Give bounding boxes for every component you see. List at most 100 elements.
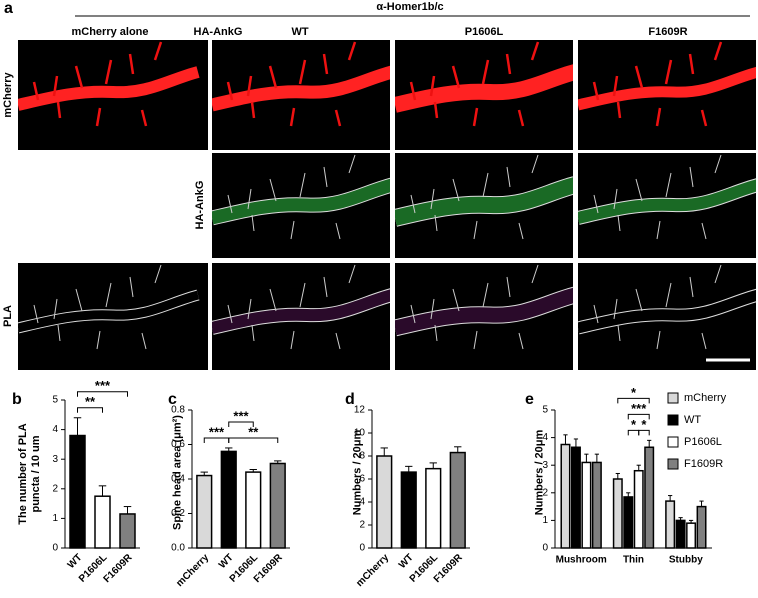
- bar: [581, 461, 592, 549]
- significance-bracket: [627, 413, 650, 420]
- y-tick-label: 0.4: [171, 474, 185, 485]
- bar: [612, 478, 623, 549]
- micrograph: [212, 40, 390, 150]
- significance-label: ***: [209, 424, 225, 439]
- y-tick-label: 4: [542, 432, 548, 443]
- legend-swatch: [667, 458, 679, 470]
- significance-label: ***: [95, 378, 111, 393]
- micrograph: [395, 153, 573, 258]
- row-label: mCherry: [2, 72, 14, 118]
- micrograph: [18, 263, 208, 370]
- bar: [623, 496, 634, 549]
- bar: [665, 500, 676, 549]
- panel-label: d: [345, 391, 355, 408]
- x-tick-label: WT: [66, 552, 85, 571]
- significance-label: **: [85, 394, 96, 409]
- y-axis-label: Numbers / 20μm: [533, 429, 546, 516]
- y-tick-label: 4: [359, 497, 365, 508]
- bar: [686, 522, 697, 549]
- panel-label: b: [12, 391, 22, 408]
- significance-bracket: [638, 429, 650, 436]
- y-tick-label: 0.2: [171, 508, 185, 519]
- bar: [119, 513, 136, 549]
- significance-label: *: [631, 417, 637, 432]
- micrograph: [212, 263, 390, 370]
- x-tick-label: Stubby: [669, 555, 703, 566]
- bar: [633, 469, 644, 549]
- bar: [560, 443, 571, 549]
- x-tick-label: Mushroom: [556, 555, 607, 566]
- significance-label: *: [641, 417, 647, 432]
- bar: [220, 450, 237, 549]
- legend-label: WT: [684, 414, 701, 426]
- y-tick-label: 3: [542, 460, 548, 471]
- bar: [245, 471, 262, 549]
- panel-label: e: [525, 391, 534, 408]
- bar: [449, 451, 466, 549]
- x-tick-label: WT: [397, 552, 416, 571]
- panel-label: c: [168, 391, 177, 408]
- bar: [675, 519, 686, 549]
- x-tick-label: Thin: [623, 555, 644, 566]
- bar: [94, 495, 111, 549]
- column-label: F1609R: [648, 26, 687, 38]
- significance-label: *: [631, 385, 637, 400]
- y-tick-label: 5: [542, 405, 548, 416]
- panel-label: a: [4, 0, 13, 17]
- bar: [591, 461, 602, 549]
- header-title: α-Homer1b/c: [376, 1, 443, 13]
- y-tick-label: 0: [52, 543, 58, 554]
- column-label: WT: [291, 26, 308, 38]
- significance-label: ***: [631, 401, 647, 416]
- y-tick-label: 8: [359, 451, 365, 462]
- column-label: HA-AnkG: [194, 26, 243, 38]
- y-tick-label: 0: [359, 543, 365, 554]
- x-tick-label: mCherry: [174, 552, 211, 589]
- micrograph: [212, 153, 390, 258]
- bar: [269, 462, 286, 549]
- y-tick-label: 3: [52, 454, 58, 465]
- bar: [69, 434, 86, 549]
- y-tick-label: 2: [359, 520, 365, 531]
- legend-label: F1609R: [684, 458, 723, 470]
- y-tick-label: 12: [354, 405, 366, 416]
- row-label: HA-AnkG: [194, 181, 206, 230]
- bar: [644, 446, 655, 549]
- y-tick-label: 1: [52, 513, 58, 524]
- legend-swatch: [667, 414, 679, 426]
- micrograph: [395, 263, 573, 370]
- legend-swatch: [667, 436, 679, 448]
- legend-label: P1606L: [684, 436, 722, 448]
- micrograph: [395, 40, 573, 150]
- row-label: PLA: [2, 305, 14, 327]
- bar: [570, 446, 581, 549]
- y-tick-label: 0.8: [171, 405, 185, 416]
- significance-bracket: [77, 391, 128, 397]
- bar: [425, 467, 442, 549]
- legend-swatch: [667, 392, 679, 404]
- y-tick-label: 1: [542, 515, 548, 526]
- micrograph: [578, 153, 756, 258]
- column-label: mCherry alone: [71, 26, 148, 38]
- y-axis-label: Spine head area (μm²): [171, 415, 184, 530]
- micrograph: [578, 263, 756, 370]
- significance-bracket: [228, 421, 254, 427]
- significance-bracket: [77, 407, 103, 413]
- significance-label: ***: [233, 408, 249, 423]
- y-tick-label: 5: [52, 395, 58, 406]
- legend-label: mCherry: [684, 392, 727, 404]
- significance-label: **: [248, 424, 259, 439]
- y-tick-label: 2: [542, 487, 548, 498]
- x-tick-label: WT: [217, 552, 236, 571]
- y-tick-label: 10: [354, 428, 366, 439]
- x-tick-label: F1609R: [102, 552, 135, 585]
- bar: [696, 505, 707, 549]
- significance-bracket: [617, 397, 650, 404]
- bar: [196, 474, 213, 549]
- bar: [400, 471, 417, 549]
- y-tick-label: 2: [52, 483, 58, 494]
- micrograph: [578, 40, 756, 150]
- y-tick-label: 0: [542, 543, 548, 554]
